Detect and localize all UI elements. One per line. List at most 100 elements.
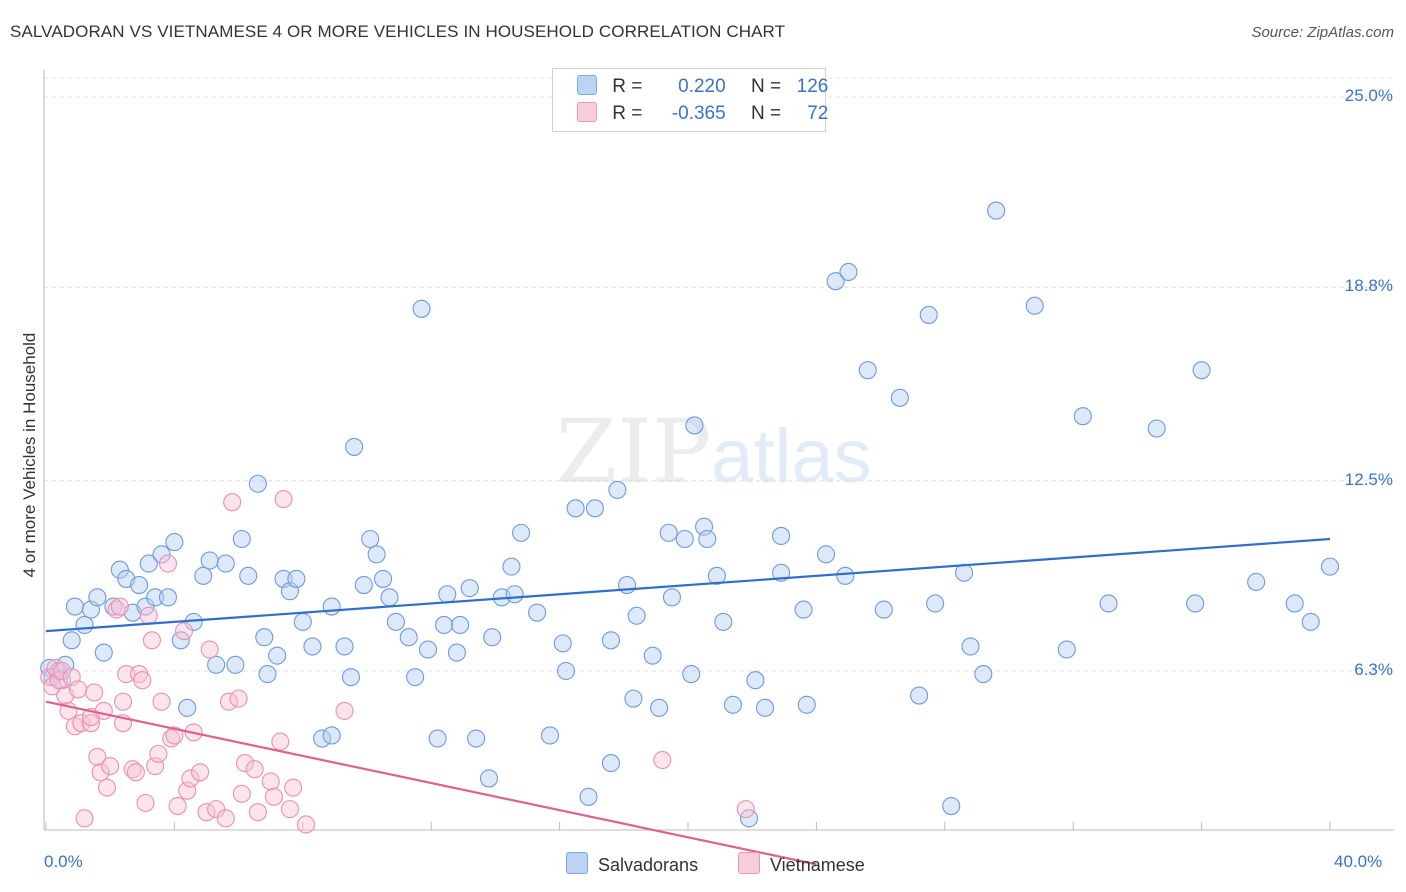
point-salvadorans xyxy=(380,588,399,607)
point-salvadorans xyxy=(608,480,627,499)
point-salvadorans xyxy=(1099,594,1118,613)
point-vietnamese xyxy=(264,787,283,806)
point-vietnamese xyxy=(736,800,755,819)
watermark-atlas: atlas xyxy=(711,414,872,499)
point-vietnamese xyxy=(174,622,194,641)
series-swatch-blue xyxy=(566,852,588,874)
trendline-salvadorans xyxy=(45,537,1331,633)
legend-swatch-pink xyxy=(577,102,597,122)
point-salvadorans xyxy=(322,597,341,616)
point-salvadorans xyxy=(723,695,742,714)
point-salvadorans xyxy=(216,554,235,573)
point-salvadorans xyxy=(1186,594,1205,613)
point-salvadorans xyxy=(601,754,621,773)
watermark-zip: ZIP xyxy=(556,400,712,503)
point-salvadorans xyxy=(479,769,499,788)
point-salvadorans xyxy=(662,588,682,607)
point-salvadorans xyxy=(987,201,1006,220)
point-vietnamese xyxy=(113,692,133,711)
point-salvadorans xyxy=(361,529,380,549)
point-salvadorans xyxy=(1073,407,1092,426)
legend-swatch-blue xyxy=(577,75,597,95)
point-vietnamese xyxy=(335,701,354,720)
point-salvadorans xyxy=(165,533,184,552)
legend-n-value: 126 xyxy=(796,76,829,97)
point-salvadorans xyxy=(1301,612,1320,631)
point-vietnamese xyxy=(165,726,184,745)
source-credit: Source: ZipAtlas.com xyxy=(1251,24,1394,41)
point-salvadorans xyxy=(268,646,287,665)
point-salvadorans xyxy=(322,726,341,745)
point-salvadorans xyxy=(75,615,94,635)
point-salvadorans xyxy=(483,628,502,647)
point-vietnamese xyxy=(88,747,107,766)
point-vietnamese xyxy=(232,784,251,803)
point-vietnamese xyxy=(158,554,178,573)
point-salvadorans xyxy=(585,499,604,518)
point-salvadorans xyxy=(974,665,993,684)
point-vietnamese xyxy=(136,793,155,813)
point-salvadorans xyxy=(624,689,643,708)
point-vietnamese xyxy=(94,701,113,720)
point-vietnamese xyxy=(75,809,94,828)
y-tick-label: 25.0% xyxy=(1344,86,1393,105)
point-salvadorans xyxy=(1285,594,1304,613)
point-salvadorans xyxy=(675,529,694,549)
point-salvadorans xyxy=(714,612,733,631)
point-vietnamese xyxy=(162,729,181,748)
point-salvadorans xyxy=(434,615,454,635)
point-vietnamese xyxy=(142,631,161,650)
series-label-salvadorans: Salvadorans xyxy=(598,855,699,875)
point-salvadorans xyxy=(460,579,479,598)
point-salvadorans xyxy=(601,631,621,650)
point-vietnamese xyxy=(72,714,91,733)
point-vietnamese xyxy=(123,760,142,779)
point-vietnamese xyxy=(139,606,158,625)
point-vietnamese xyxy=(248,803,267,822)
point-salvadorans xyxy=(874,600,893,619)
point-salvadorans xyxy=(627,606,646,625)
point-salvadorans xyxy=(139,554,158,573)
trendline-vietnamese xyxy=(45,700,817,866)
point-salvadorans xyxy=(467,729,486,748)
point-vietnamese xyxy=(653,750,672,770)
point-salvadorans xyxy=(447,643,466,662)
point-salvadorans xyxy=(659,523,678,542)
point-salvadorans xyxy=(1057,640,1076,659)
point-salvadorans xyxy=(1192,361,1211,380)
point-salvadorans xyxy=(858,361,877,380)
point-salvadorans xyxy=(110,560,129,579)
point-salvadorans xyxy=(226,655,245,674)
point-salvadorans xyxy=(685,416,704,435)
point-vietnamese xyxy=(191,763,210,782)
point-salvadorans xyxy=(890,388,909,407)
point-salvadorans xyxy=(412,299,431,318)
point-vietnamese xyxy=(168,797,187,816)
legend-row-vietnamese: R = -0.365 N = 72 xyxy=(577,102,828,126)
chart-title: SALVADORAN VS VIETNAMESE 4 OR MORE VEHIC… xyxy=(10,22,786,41)
legend-r-label: R = xyxy=(612,76,643,97)
point-salvadorans xyxy=(451,615,470,635)
point-vietnamese xyxy=(81,714,100,733)
point-vietnamese xyxy=(229,689,248,708)
legend-n-label: N = xyxy=(750,103,782,124)
point-salvadorans xyxy=(354,576,373,595)
point-salvadorans xyxy=(158,588,178,607)
point-salvadorans xyxy=(386,612,405,631)
point-vietnamese xyxy=(223,493,242,512)
point-salvadorans xyxy=(836,566,855,585)
point-salvadorans xyxy=(239,566,258,585)
legend-row-salvadorans: R = 0.220 N = 126 xyxy=(577,75,828,99)
point-salvadorans xyxy=(755,698,775,717)
point-vietnamese xyxy=(110,597,129,616)
point-vietnamese xyxy=(245,760,264,779)
point-vietnamese xyxy=(85,683,104,702)
point-salvadorans xyxy=(62,631,81,650)
point-salvadorans xyxy=(406,668,425,687)
point-salvadorans xyxy=(540,726,560,745)
point-vietnamese xyxy=(284,778,303,797)
point-salvadorans xyxy=(293,612,312,631)
point-vietnamese xyxy=(197,803,216,822)
point-salvadorans xyxy=(194,566,213,585)
